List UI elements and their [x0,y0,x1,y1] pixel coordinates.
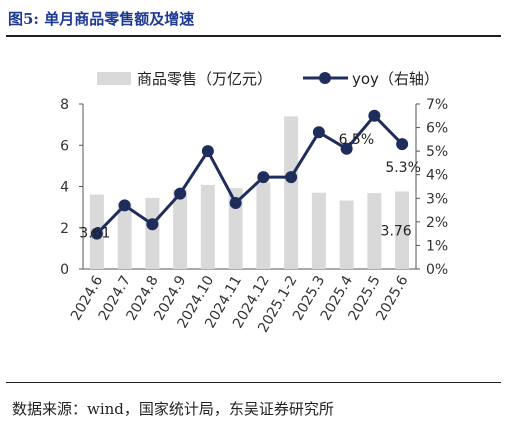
legend: 商品零售（万亿元） yoy（右轴） [97,70,439,88]
yoy-point [340,142,353,155]
bar [395,191,410,269]
right-tick-label: 2% [426,215,448,231]
yoy-point [285,171,298,184]
bar [145,197,160,269]
right-tick-label: 3% [426,191,448,207]
bottom-rule [6,382,501,383]
right-tick-label: 7% [426,97,448,113]
bar-data-label-last: 3.76 [381,223,412,239]
left-tick-label: 2 [60,221,69,237]
legend-bar-swatch [97,72,131,85]
bar [284,116,299,269]
right-tick-label: 0% [426,262,448,278]
bar [228,188,243,269]
legend-line-label: yoy（右轴） [352,70,439,88]
yoy-point [90,227,103,240]
yoy-point [201,145,214,158]
bar [173,189,188,269]
yoy-point [312,126,325,139]
bar [200,184,215,269]
left-tick-label: 6 [60,138,69,154]
bar [256,182,271,269]
yoy-data-label-last: 5.3% [385,160,421,176]
legend-bar-label: 商品零售（万亿元） [137,70,272,88]
yoy-point [257,171,270,184]
source-note: 数据来源：wind，国家统计局，东吴证券研究所 [12,400,334,418]
figure-title: 图5: 单月商品零售额及增速 [8,10,195,28]
right-tick-label: 4% [426,168,448,184]
yoy-point [396,138,409,151]
bar [311,192,326,269]
top-rule [6,35,501,37]
yoy-point [368,109,381,122]
bar [367,193,382,269]
bar [117,203,132,269]
left-tick-label: 0 [60,262,69,278]
yoy-point [118,199,131,212]
yoy-point [229,197,242,209]
legend-line-marker [319,72,331,84]
yoy-data-label-peak: 6.5% [339,132,375,148]
plot-area: 024680%1%2%3%4%5%6%7%2024.62024.72024.82… [60,97,448,336]
right-tick-label: 6% [426,121,448,137]
bar-data-label-first: 3.61 [79,226,110,242]
right-tick-label: 1% [426,238,448,254]
yoy-point [174,187,187,200]
bar [339,200,354,269]
left-tick-label: 8 [60,97,69,113]
yoy-point [146,218,159,231]
left-tick-label: 4 [60,180,69,196]
chart: 商品零售（万亿元） yoy（右轴） 024680%1%2%3%4%5%6%7%2… [60,70,448,336]
right-tick-label: 5% [426,144,448,160]
